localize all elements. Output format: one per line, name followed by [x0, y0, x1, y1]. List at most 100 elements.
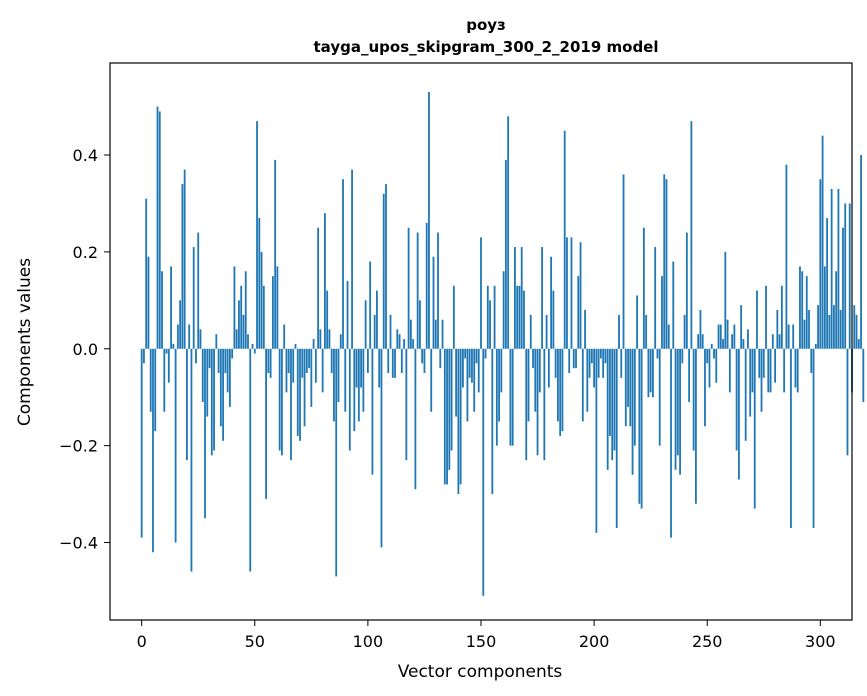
bar-90 [344, 348, 347, 412]
bar-8 [158, 111, 161, 349]
bar-139 [455, 348, 458, 417]
bar-2 [145, 198, 148, 349]
bar-308 [837, 188, 840, 349]
bar-216 [629, 348, 632, 427]
bar-199 [590, 348, 593, 364]
bar-305 [830, 188, 833, 349]
bar-150 [480, 237, 482, 349]
bar-152 [484, 348, 487, 359]
bar-220 [638, 348, 641, 504]
bar-261 [731, 334, 734, 349]
bar-281 [776, 310, 779, 349]
bar-265 [740, 305, 743, 349]
bar-182 [552, 290, 555, 349]
bar-316 [855, 314, 858, 349]
bar-96 [357, 348, 360, 422]
bar-153 [486, 285, 489, 349]
bar-98 [362, 348, 365, 412]
bar-290 [796, 348, 799, 393]
bar-291 [799, 266, 801, 349]
bar-254 [715, 348, 718, 383]
bar-92 [348, 348, 351, 451]
bar-20 [186, 348, 188, 461]
bar-100 [366, 348, 369, 373]
y-tick-label: 0.4 [73, 146, 98, 165]
bar-148 [475, 348, 478, 364]
bar-140 [457, 348, 460, 495]
bar-195 [581, 348, 584, 422]
bar-115 [400, 348, 403, 373]
bar-104 [376, 290, 378, 349]
bar-315 [853, 305, 856, 349]
bar-95 [355, 348, 358, 388]
x-axis-ticks: 0 50 100 150 200 250 300 [137, 620, 836, 651]
bar-36 [222, 348, 225, 441]
bar-235 [672, 261, 675, 349]
bar-303 [826, 217, 829, 349]
bar-169 [523, 290, 525, 349]
bar-121 [414, 348, 417, 490]
bar-198 [588, 348, 591, 378]
bar-53 [260, 251, 263, 349]
bar-208 [611, 348, 614, 461]
bar-141 [459, 348, 462, 485]
bar-232 [665, 179, 668, 349]
bar-12 [167, 348, 170, 383]
bar-135 [446, 348, 448, 485]
bar-1 [143, 348, 145, 364]
bar-318 [860, 155, 862, 349]
bar-285 [785, 164, 788, 349]
bar-77 [314, 348, 317, 383]
bar-178 [543, 348, 546, 461]
bar-268 [747, 329, 749, 349]
bar-11 [165, 348, 168, 354]
bar-149 [477, 348, 480, 393]
bar-37 [224, 348, 227, 373]
bar-277 [767, 348, 770, 393]
bar-110 [389, 314, 392, 349]
bar-188 [566, 237, 568, 349]
bar-147 [473, 348, 476, 412]
bar-210 [615, 348, 618, 528]
bar-280 [774, 348, 776, 383]
bar-258 [724, 251, 727, 349]
bar-32 [213, 348, 215, 451]
bar-217 [631, 348, 634, 475]
bar-183 [554, 348, 557, 378]
bar-160 [502, 271, 505, 349]
bar-132 [439, 348, 442, 369]
bar-262 [733, 324, 736, 349]
bar-83 [328, 329, 331, 349]
bar-299 [817, 305, 819, 349]
bar-302 [823, 266, 826, 349]
bar-4 [149, 348, 152, 412]
bar-269 [749, 348, 752, 417]
bar-108 [385, 184, 387, 349]
bar-15 [174, 348, 177, 543]
bar-127 [428, 92, 430, 349]
bar-270 [751, 348, 754, 393]
bar-213 [622, 174, 625, 349]
bar-282 [778, 334, 781, 349]
bar-30 [208, 348, 211, 369]
bar-3 [147, 256, 150, 349]
bar-43 [238, 300, 240, 349]
bar-162 [507, 116, 510, 349]
bar-13 [170, 266, 172, 349]
bar-105 [378, 348, 381, 388]
bar-120 [412, 339, 415, 349]
chart-title: роуз [466, 16, 506, 34]
bar-179 [545, 314, 548, 349]
bar-158 [498, 348, 500, 422]
bar-256 [719, 324, 722, 349]
bar-209 [613, 348, 616, 451]
bar-294 [805, 276, 808, 349]
bar-244 [692, 348, 695, 451]
bar-207 [609, 348, 611, 436]
bar-161 [504, 159, 507, 349]
bar-259 [726, 319, 729, 349]
bar-46 [244, 271, 247, 349]
bar-311 [844, 203, 847, 349]
x-tick-label: 300 [805, 632, 836, 651]
bar-134 [443, 348, 446, 485]
